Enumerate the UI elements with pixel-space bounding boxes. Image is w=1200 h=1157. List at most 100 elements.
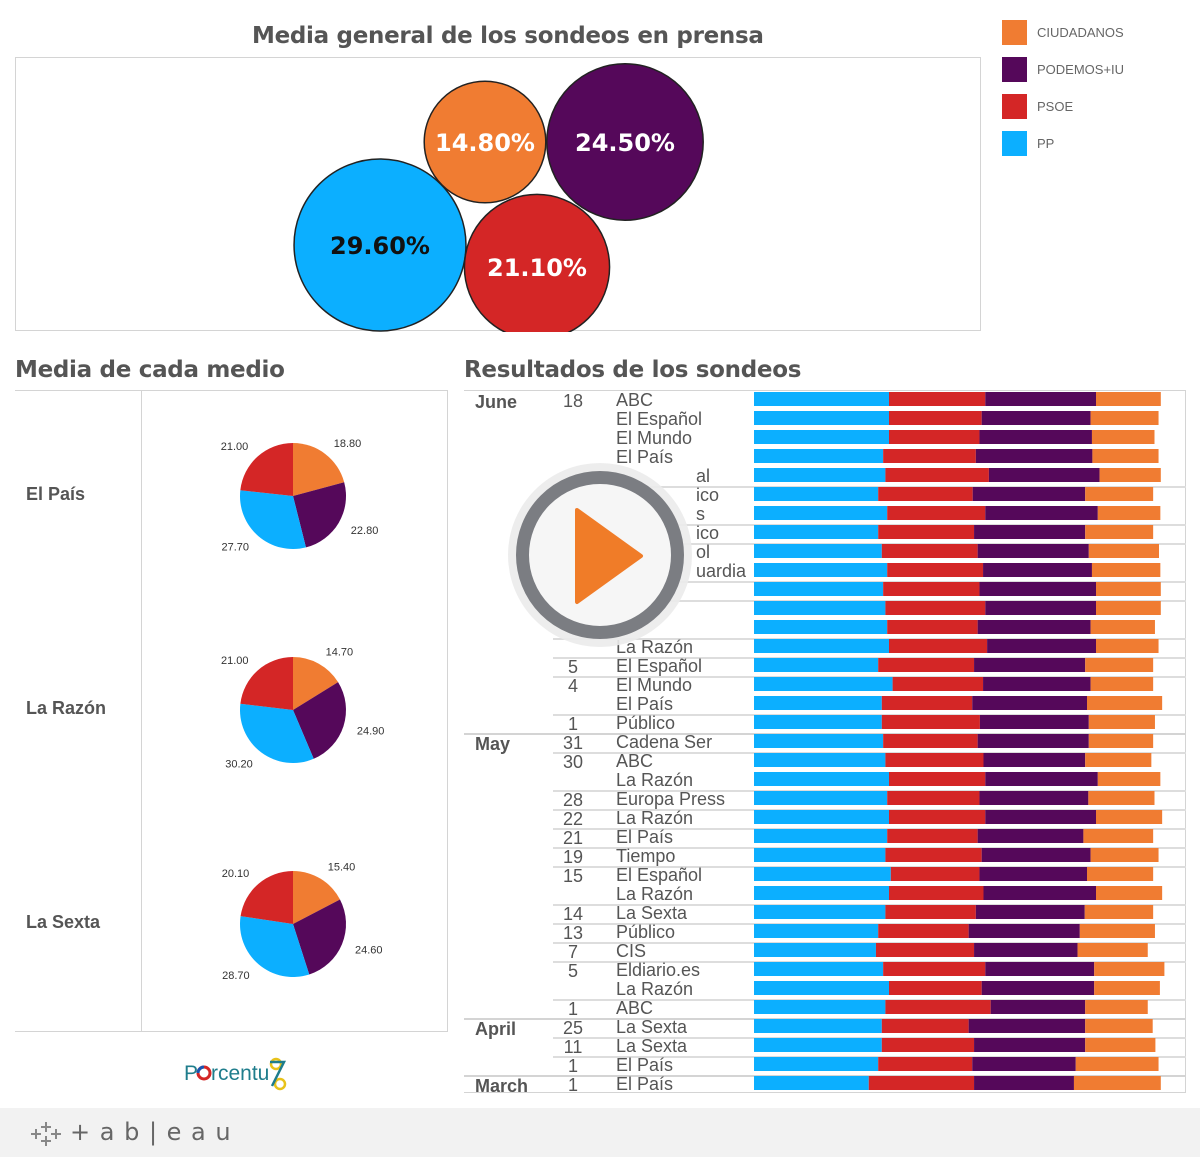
bar-segment-podemos-iu[interactable]: [977, 829, 1084, 843]
bar-segment-pp[interactable]: [754, 563, 888, 577]
bar-segment-psoe[interactable]: [885, 753, 984, 767]
bar-segment-ciudadanos[interactable]: [1077, 943, 1148, 957]
bar-segment-psoe[interactable]: [878, 658, 975, 672]
bar-segment-ciudadanos[interactable]: [1085, 1000, 1148, 1014]
pie-el-pais[interactable]: 18.80 22.80 27.70 21.00: [221, 438, 379, 554]
bar-segment-podemos-iu[interactable]: [972, 487, 1086, 501]
table-row[interactable]: El País: [464, 448, 1186, 467]
pie-slice-psoe[interactable]: [240, 871, 293, 924]
legend-item-podemos-iu[interactable]: PODEMOS+IU: [1002, 57, 1124, 82]
bar-segment-psoe[interactable]: [885, 468, 989, 482]
bar-segment-psoe[interactable]: [889, 430, 980, 444]
table-row[interactable]: uardia: [464, 562, 1186, 581]
bar-segment-podemos-iu[interactable]: [985, 772, 1098, 786]
bar-segment-podemos-iu[interactable]: [985, 392, 1096, 406]
bubble-pp[interactable]: 29.60%: [293, 158, 467, 332]
bar-segment-pp[interactable]: [754, 696, 882, 710]
bar-segment-podemos-iu[interactable]: [985, 601, 1096, 615]
bar-segment-pp[interactable]: [754, 1057, 879, 1071]
bar-segment-ciudadanos[interactable]: [1096, 639, 1159, 653]
bar-segment-ciudadanos[interactable]: [1084, 905, 1154, 919]
bar-segment-pp[interactable]: [754, 544, 882, 558]
bar-segment-podemos-iu[interactable]: [977, 734, 1089, 748]
bar-segment-psoe[interactable]: [887, 829, 978, 843]
bar-segment-psoe[interactable]: [878, 487, 973, 501]
bar-segment-podemos-iu[interactable]: [974, 525, 1086, 539]
bar-segment-pp[interactable]: [754, 905, 886, 919]
tableau-logo-icon[interactable]: [30, 1120, 62, 1148]
pie-slice-podemos-iu[interactable]: [293, 682, 346, 759]
bar-segment-ciudadanos[interactable]: [1096, 582, 1161, 596]
table-row[interactable]: El Español: [464, 410, 1186, 429]
bar-segment-pp[interactable]: [754, 886, 889, 900]
bar-segment-ciudadanos[interactable]: [1091, 430, 1155, 444]
bar-segment-podemos-iu[interactable]: [985, 810, 1096, 824]
bar-segment-pp[interactable]: [754, 525, 879, 539]
bar-segment-ciudadanos[interactable]: [1090, 677, 1154, 691]
bar-segment-podemos-iu[interactable]: [972, 696, 1087, 710]
bar-segment-ciudadanos[interactable]: [1088, 734, 1154, 748]
bar-segment-ciudadanos[interactable]: [1097, 772, 1161, 786]
bar-segment-podemos-iu[interactable]: [974, 1038, 1086, 1052]
bar-segment-ciudadanos[interactable]: [1090, 411, 1159, 425]
table-row[interactable]: La Razón: [464, 980, 1186, 999]
bar-segment-pp[interactable]: [754, 715, 882, 729]
pie-la-sexta[interactable]: 15.40 24.60 28.70 20.10: [222, 862, 383, 982]
bar-segment-psoe[interactable]: [881, 696, 973, 710]
bar-segment-pp[interactable]: [754, 620, 888, 634]
bar-segment-pp[interactable]: [754, 867, 891, 881]
bar-segment-ciudadanos[interactable]: [1079, 924, 1155, 938]
bar-segment-pp[interactable]: [754, 639, 889, 653]
bar-segment-podemos-iu[interactable]: [981, 848, 1091, 862]
table-row[interactable]: La Razón: [464, 771, 1186, 790]
table-row[interactable]: El País: [464, 695, 1186, 714]
bar-segment-ciudadanos[interactable]: [1092, 449, 1159, 463]
bar-segment-ciudadanos[interactable]: [1094, 981, 1160, 995]
bar-segment-ciudadanos[interactable]: [1073, 1076, 1161, 1090]
bar-segment-psoe[interactable]: [889, 981, 982, 995]
bar-segment-psoe[interactable]: [881, 544, 978, 558]
pie-slice-pp[interactable]: [239, 490, 306, 549]
table-row[interactable]: El Mundo: [464, 429, 1186, 448]
bar-segment-ciudadanos[interactable]: [1096, 601, 1161, 615]
bar-segment-podemos-iu[interactable]: [975, 449, 1093, 463]
bar-segment-psoe[interactable]: [883, 582, 980, 596]
bar-segment-pp[interactable]: [754, 677, 893, 691]
bar-segment-psoe[interactable]: [885, 1000, 991, 1014]
bar-segment-podemos-iu[interactable]: [983, 886, 1097, 900]
bar-segment-ciudadanos[interactable]: [1085, 1019, 1153, 1033]
bar-segment-psoe[interactable]: [881, 715, 980, 729]
bar-segment-psoe[interactable]: [878, 1057, 973, 1071]
bar-segment-podemos-iu[interactable]: [981, 981, 1095, 995]
bar-segment-podemos-iu[interactable]: [979, 430, 1092, 444]
bar-segment-podemos-iu[interactable]: [983, 563, 1092, 577]
bar-segment-pp[interactable]: [754, 924, 879, 938]
table-row[interactable]: June 18 ABC: [464, 391, 1186, 412]
bar-segment-ciudadanos[interactable]: [1090, 848, 1159, 862]
bar-segment-ciudadanos[interactable]: [1087, 867, 1154, 881]
bar-segment-psoe[interactable]: [889, 639, 988, 653]
bar-segment-podemos-iu[interactable]: [987, 639, 1096, 653]
bar-segment-ciudadanos[interactable]: [1075, 1057, 1159, 1071]
bar-segment-psoe[interactable]: [885, 601, 986, 615]
bar-segment-podemos-iu[interactable]: [979, 791, 1089, 805]
bar-segment-psoe[interactable]: [887, 563, 984, 577]
bar-segment-podemos-iu[interactable]: [975, 905, 1085, 919]
bar-segment-pp[interactable]: [754, 658, 879, 672]
bar-segment-psoe[interactable]: [875, 943, 975, 957]
bar-segment-ciudadanos[interactable]: [1087, 696, 1163, 710]
bar-segment-ciudadanos[interactable]: [1085, 1038, 1156, 1052]
bar-segment-ciudadanos[interactable]: [1099, 468, 1161, 482]
bar-segment-ciudadanos[interactable]: [1083, 829, 1154, 843]
bar-segment-psoe[interactable]: [868, 1076, 975, 1090]
legend-item-pp[interactable]: PP: [1002, 131, 1054, 156]
bar-segment-psoe[interactable]: [885, 905, 976, 919]
tableau-brand[interactable]: + a b | e a u: [70, 1118, 232, 1146]
bar-segment-pp[interactable]: [754, 1076, 869, 1090]
pie-slice-pp[interactable]: [240, 703, 314, 763]
pie-slice-psoe[interactable]: [240, 657, 293, 710]
bar-segment-pp[interactable]: [754, 582, 884, 596]
bar-segment-podemos-iu[interactable]: [974, 1076, 1074, 1090]
bar-segment-podemos-iu[interactable]: [979, 715, 1089, 729]
bar-segment-psoe[interactable]: [878, 525, 975, 539]
